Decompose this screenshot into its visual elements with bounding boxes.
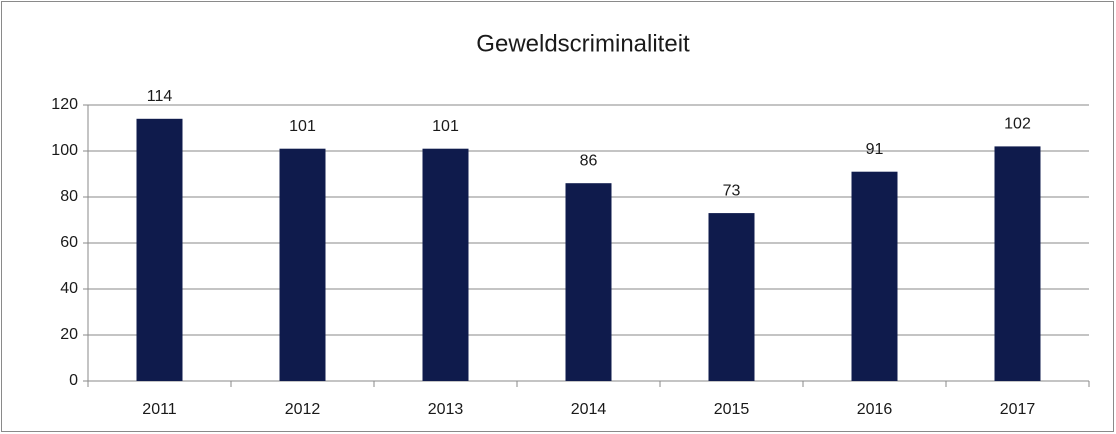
y-tick-label: 20 [60,326,78,343]
y-tick-label: 0 [69,372,78,389]
x-tick-label: 2011 [142,401,177,418]
x-tick-label: 2017 [1000,401,1036,418]
bar [422,148,469,381]
x-tick-label: 2015 [714,401,750,418]
data-label: 102 [1004,116,1031,133]
bar [136,118,183,382]
bar [708,213,755,381]
data-label: 86 [580,152,598,169]
x-tick-label: 2013 [428,401,464,418]
y-tick-label: 80 [60,188,78,205]
x-tick-label: 2014 [571,401,607,418]
data-label: 73 [723,182,741,199]
chart-title: Geweldscriminaliteit [476,30,690,57]
x-tick-label: 2012 [285,401,321,418]
data-label: 114 [147,88,173,105]
y-tick-label: 40 [60,280,78,297]
data-label: 101 [432,118,459,135]
bar [851,171,898,381]
bar [565,183,612,381]
bar [279,148,326,381]
x-tick-label: 2016 [857,401,893,418]
data-label: 91 [866,141,884,158]
data-label: 101 [289,118,316,135]
bar [994,146,1041,381]
y-tick-label: 100 [51,142,78,159]
y-tick-label: 60 [60,234,78,251]
y-tick-label: 120 [51,96,78,113]
